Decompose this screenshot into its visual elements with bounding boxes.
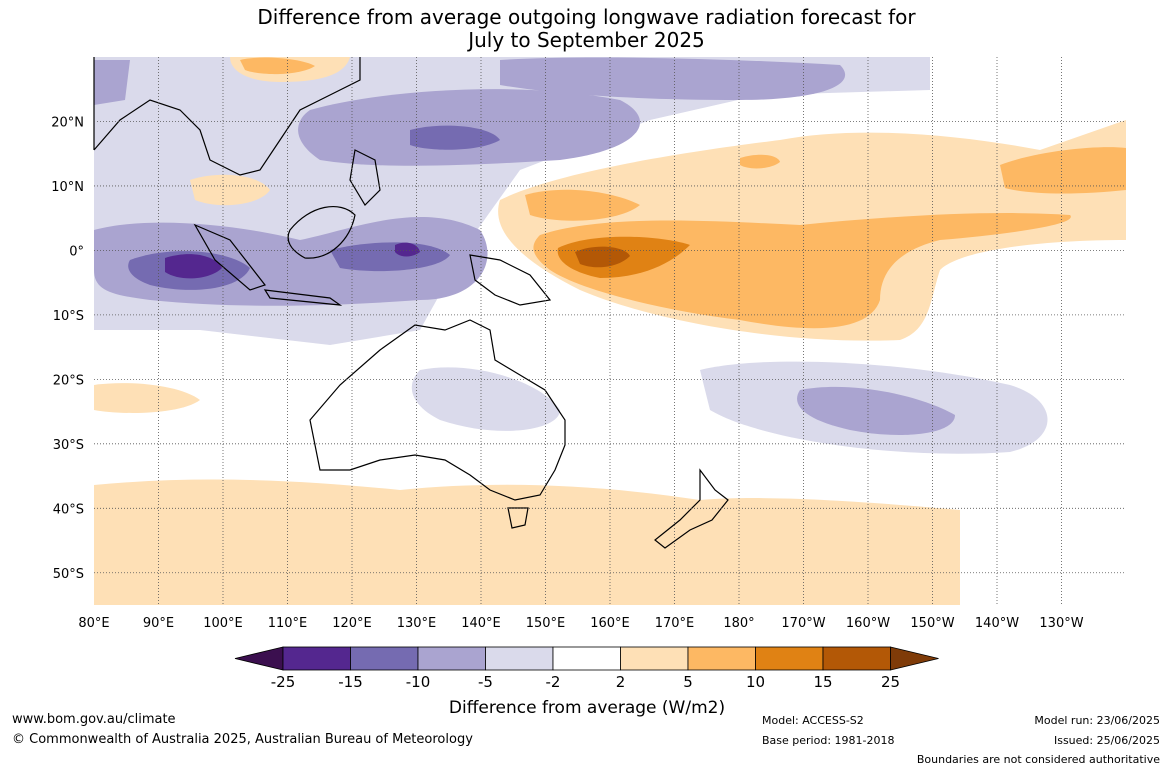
copyright: © Commonwealth of Australia 2025, Austra…	[12, 732, 473, 747]
longitude-label: 160°W	[846, 616, 890, 631]
colorbar-max-arrow	[890, 646, 939, 671]
longitude-label: 150°W	[910, 616, 954, 631]
longitude-label: 140°E	[461, 616, 501, 631]
sumatra-outline	[193, 223, 266, 291]
base-period: Base period: 1981-2018	[762, 734, 895, 747]
longitude-label: 120°E	[332, 616, 372, 631]
australia-outline	[309, 319, 566, 501]
colorbar-tick-label: 25	[881, 673, 900, 691]
longitude-label: 80°E	[78, 616, 109, 631]
colorbar-tick-label: -15	[338, 673, 363, 691]
colorbar-tick-label: 15	[813, 673, 832, 691]
longitude-label: 170°E	[655, 616, 695, 631]
coastlines	[93, 57, 729, 549]
colorbar-swatch	[620, 646, 689, 671]
longitude-label: 130°E	[397, 616, 437, 631]
colorbar-swatch	[417, 646, 486, 671]
model-run: Model run: 23/06/2025	[1034, 714, 1160, 727]
borneo-outline	[287, 206, 356, 259]
longitude-label: 160°E	[590, 616, 630, 631]
longitude-labels: 80°E 90°E 100°E 110°E 120°E 130°E 140°E 150°E 16…	[78, 616, 1083, 631]
longitude-label: 170°W	[781, 616, 825, 631]
colorbar-swatch	[755, 646, 824, 671]
model-name: Model: ACCESS-S2	[762, 714, 864, 727]
anomaly-shading	[94, 57, 1126, 605]
new-zealand-outline	[654, 468, 729, 549]
colorbar-label: Difference from average (W/m2)	[449, 698, 725, 718]
colorbar-swatch	[485, 646, 554, 671]
latitude-label: 20°N	[51, 115, 84, 130]
graticule	[94, 57, 1126, 605]
philippines-outline	[349, 149, 381, 206]
colorbar-min-arrow	[234, 646, 284, 671]
map-title-line2: July to September 2025	[468, 28, 705, 52]
colorbar: -25 -15 -10 -5 -2 2 5 10 15 25	[234, 646, 939, 691]
issued-date: Issued: 25/06/2025	[1053, 734, 1160, 747]
latitude-label: 20°S	[53, 373, 84, 388]
colorbar-tick-label: 2	[616, 673, 626, 691]
colorbar-swatch	[282, 646, 351, 671]
colorbar-swatch	[822, 646, 891, 671]
colorbar-swatch	[552, 646, 621, 671]
latitude-label: 40°S	[53, 502, 84, 517]
source-url[interactable]: www.bom.gov.au/climate	[12, 712, 176, 727]
colorbar-tick-label: -2	[546, 673, 561, 691]
tasmania-outline	[507, 507, 529, 529]
colorbar-tick-label: 10	[746, 673, 765, 691]
longitude-label: 180°	[723, 616, 754, 631]
asia-outline	[93, 57, 361, 176]
new-guinea-outline	[469, 254, 552, 306]
boundary-disclaimer: Boundaries are not considered authoritat…	[916, 753, 1160, 766]
latitude-label: 30°S	[53, 438, 84, 453]
colorbar-swatch	[687, 646, 756, 671]
map-title-line1: Difference from average outgoing longwav…	[257, 5, 916, 29]
longitude-label: 90°E	[143, 616, 174, 631]
longitude-label: 140°W	[975, 616, 1019, 631]
longitude-label: 100°E	[203, 616, 243, 631]
java-outline	[263, 289, 343, 306]
colorbar-tick-label: -5	[478, 673, 493, 691]
latitude-label: 50°S	[53, 567, 84, 582]
colorbar-tick-label: -10	[406, 673, 431, 691]
latitude-label: 10°N	[51, 180, 84, 195]
latitude-labels: 20°N 10°N 0° 10°S 20°S 30°S 40°S 50°S	[51, 115, 84, 581]
colorbar-swatch	[350, 646, 419, 671]
longitude-label: 150°E	[526, 616, 566, 631]
colorbar-tick-label: -25	[271, 673, 296, 691]
colorbar-tick-label: 5	[683, 673, 693, 691]
latitude-label: 10°S	[53, 309, 84, 324]
latitude-label: 0°	[69, 244, 84, 259]
longitude-label: 110°E	[268, 616, 308, 631]
longitude-label: 130°W	[1039, 616, 1083, 631]
